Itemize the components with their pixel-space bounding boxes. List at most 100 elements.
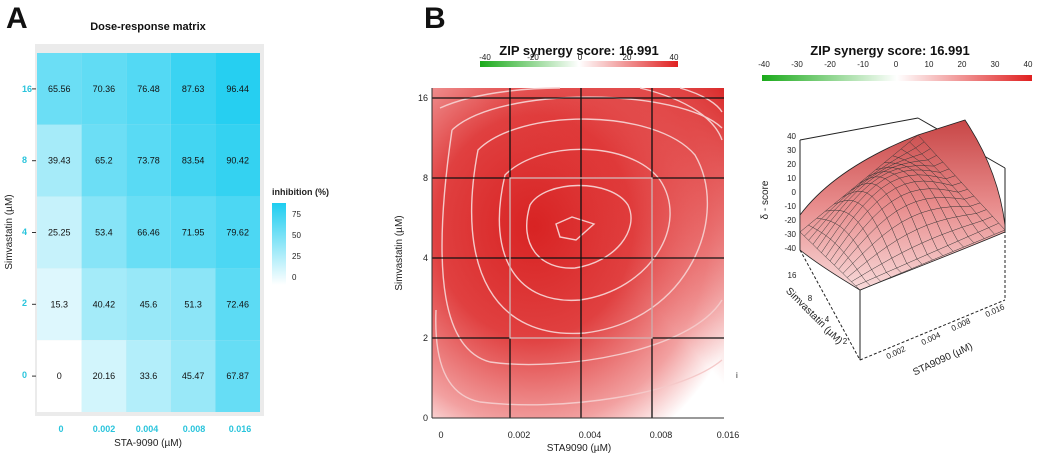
contour-y-label: Simvastatin (µM) [394,215,405,290]
heatmap-cell [81,53,127,125]
surface-mesh-line [909,141,995,235]
heatmap-y-label: Simvastatin (µM) [4,194,15,269]
stray-mark: i [736,371,738,380]
surface-mesh-line [842,202,981,274]
heatmap-x-label: STA-9090 (µM) [114,438,182,449]
heatmap-cell-value: 66.46 [137,228,160,238]
surface-cbar-tick-20: 20 [958,60,967,69]
heatmap-cell [215,196,260,269]
heatmap-cell [215,268,260,341]
box-edge-back-top [799,117,919,141]
heatmap-title: Dose-response matrix [90,21,206,33]
heatmap-cell [126,196,171,269]
heatmap-cell-value: 33.6 [140,371,158,381]
surface-mesh-line [855,222,999,287]
surface-z-tick-neg40: -40 [784,244,796,253]
heatmap-cells [37,53,260,412]
surface-y-label: Simvastatin (µM) [783,286,844,347]
heatmap-cell [81,340,127,412]
contour-x-tick-0.004: 0.004 [579,430,602,440]
surface-title: ZIP synergy score: 16.991 [810,43,969,58]
heatmap-legend-title: inhibition (%) [272,187,329,197]
contour-x-tick-0.016: 0.016 [717,430,740,440]
heatmap-cell-value: 73.78 [137,156,160,166]
heatmap-cell-value: 65.2 [95,156,113,166]
surface-y-tick-4: 4 [825,315,830,324]
surface-mesh-line [917,134,1006,231]
heatmap-cell-value: 71.95 [182,228,205,238]
heatmap-legend-tick-50: 50 [292,231,301,240]
heatmap-x-tick-0.002: 0.002 [93,424,116,434]
contour-x-tick-0.002: 0.002 [508,430,531,440]
surface-mesh-line [867,171,944,256]
contour-cbar-tick-40: 40 [670,53,679,62]
contour-line-4 [470,118,709,335]
heatmap-x-tick-0: 0 [58,424,63,434]
surface-x-tick-0.004: 0.004 [920,330,942,347]
heatmap-cell-value: 79.62 [226,228,249,238]
surface-z-tick-30: 30 [787,146,796,155]
heatmap-cell-value: 67.87 [226,371,249,381]
surface-cbar-tick-40: 40 [1024,60,1033,69]
heatmap-legend-tick-25: 25 [292,252,301,261]
heatmap-y-tick-8: 8 [22,155,27,165]
heatmap-cell-value: 39.43 [48,156,71,166]
contour-x-tick-0: 0 [438,430,443,440]
heatmap-cell-value: 20.16 [93,371,116,381]
heatmap-cell-value: 45.47 [182,371,205,381]
surface-mesh [799,119,1006,291]
contour-fill-corner [432,88,724,418]
heatmap-cell [170,268,216,341]
heatmap-cell [215,124,260,197]
surface-cbar-tick-0: 0 [894,60,899,69]
contour-line-7 [639,87,723,141]
heatmap-y-tick-16: 16 [22,84,32,94]
box-edge-floor-left [799,249,861,361]
heatmap-cell [126,340,171,412]
heatmap-cell-value: 83.54 [182,156,205,166]
contour-line-5 [441,96,723,366]
surface-x-tick-0.002: 0.002 [885,344,907,361]
surface-y-ticks: 2 4 8 16 [788,271,848,346]
contour-y-tick-8: 8 [423,173,428,183]
surface-mesh-line [875,167,954,252]
heatmap-cell-value: 51.3 [184,299,202,309]
surface-cbar-tick-30: 30 [991,60,1000,69]
contour-plot [431,87,724,419]
heatmap-cell [215,340,260,412]
heatmap-legend: inhibition (%) 75 50 25 0 [272,187,329,285]
surface-cbar-tick-neg30: -30 [791,60,803,69]
surface-cbar-tick-10: 10 [925,60,934,69]
contour-line-8 [679,87,723,113]
heatmap-cell [37,53,82,125]
heatmap-x-tick-0.008: 0.008 [183,424,206,434]
surface-mesh-line [858,176,933,261]
box-edge-floor-right [859,299,1006,361]
surface-z-label: δ - score [760,180,771,219]
surface-cbar-tick-neg20: -20 [824,60,836,69]
surface-mesh-line [859,229,1006,291]
surface-z-tick-neg30: -30 [784,230,796,239]
surface-x-tick-0.016: 0.016 [984,302,1006,319]
heatmap-cell [81,196,127,269]
heatmap-cell-value: 25.25 [48,228,71,238]
heatmap-cell [170,53,216,125]
heatmap-y-ticks: 16 8 4 2 0 [22,84,32,380]
contour-y-tick-16: 16 [418,93,428,103]
surface-z-tick-10: 10 [787,174,796,183]
heatmap-legend-bar [272,203,286,285]
heatmap-cell [170,340,216,412]
heatmap-cell-value: 72.46 [226,299,249,309]
surface-cbar-tick-neg40: -40 [758,60,770,69]
heatmap-cell [37,124,82,197]
contour-x-tick-0.008: 0.008 [650,430,673,440]
surface-y-tick-16: 16 [788,271,797,280]
contour-cbar-tick-20: 20 [623,53,632,62]
surface-y-tick-8: 8 [808,294,813,303]
surface-cbar-tick-neg10: -10 [857,60,869,69]
surface-mesh-line [834,188,968,266]
heatmap-cell [170,196,216,269]
contour-colorbar-bar [480,61,678,67]
surface-mesh-line [884,162,964,248]
